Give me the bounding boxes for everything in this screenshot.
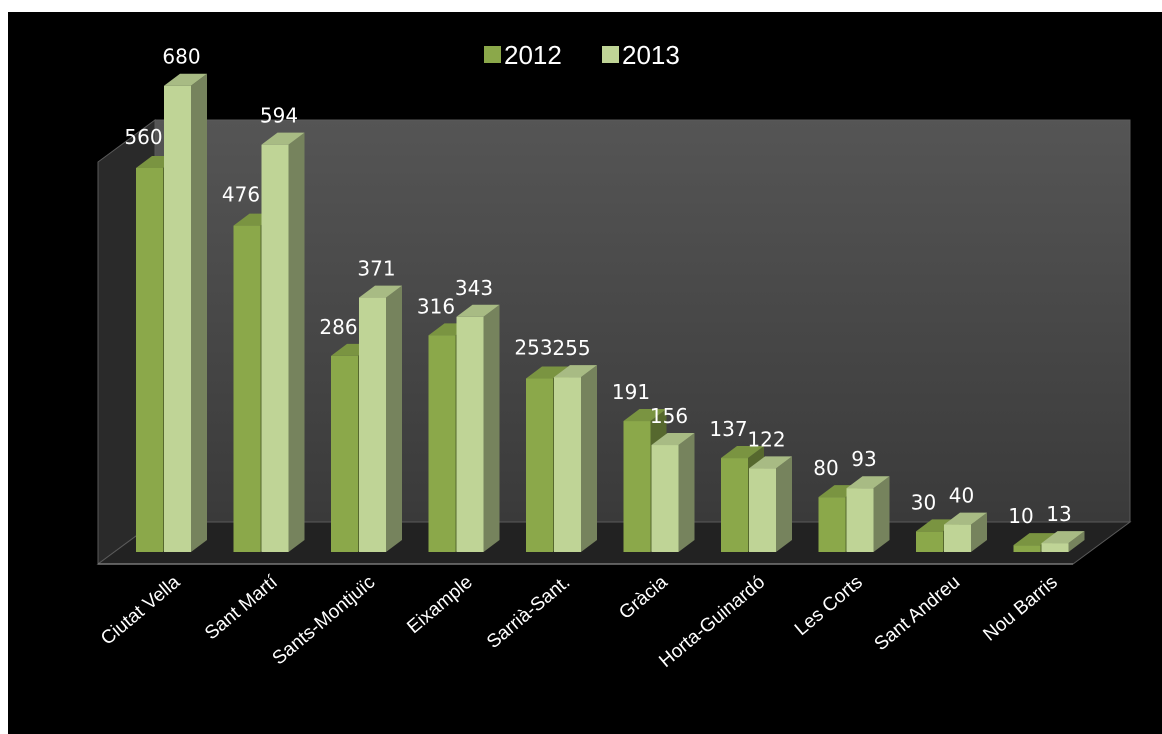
legend: 2012 2013 [484,40,680,70]
bar-front-horta-guinardo-2013 [749,468,776,552]
legend-swatch-2013 [602,46,619,63]
bar-top-sant-andreu-2013 [944,512,987,525]
legend-item-2012: 2012 [484,40,562,70]
bar-front-sant-marti-2013 [261,144,289,552]
value-label-sants-montjuic-2013: 371 [357,257,395,281]
category-label-nou-barris: Nou Barris [979,572,1061,646]
bar-top-sarria-sant-2012 [526,366,569,379]
value-label-eixample-2013: 343 [455,276,493,300]
value-label-gracia-2013: 156 [650,404,688,428]
bar-front-ciutat-vella-2013 [164,85,191,552]
bar-front-gracia-2013 [651,445,679,552]
bar-top-horta-guinardo-2013 [749,456,792,469]
bar-front-nou-barris-2013 [1041,543,1069,552]
value-label-sant-marti-2013: 594 [260,104,298,128]
bar-side-sant-andreu-2013 [971,512,987,552]
bar-top-nou-barris-2012 [1013,533,1057,546]
category-label-sant-andreu: Sant Andreu [871,572,965,655]
bar-front-sant-marti-2012 [233,225,261,552]
bar-side-sant-marti-2013 [288,132,305,552]
bar-sant-marti-2013 [261,132,305,552]
chart-frame: 2012 2013 560 680 476 594 286 371 316 343 253 255… [8,12,1162,734]
bar-sants-montjuic-2013 [359,285,402,552]
bar-side-gracia-2013 [678,433,695,552]
bar-top-gracia-2013 [651,433,695,446]
bar-top-horta-guinardo-2012 [721,446,764,459]
bar-horta-guinardo-2013 [749,456,792,552]
value-label-ciutat-vella-2012: 560 [124,125,162,149]
bar-side-eixample-2013 [483,304,500,552]
bar-sant-andreu-2013 [944,512,987,552]
bar-front-nou-barris-2012 [1013,545,1041,552]
value-label-les-corts-2012: 80 [813,456,838,480]
category-label-ciutat-vella: Ciutat Vella [97,571,184,649]
bar-front-sant-andreu-2012 [916,531,943,552]
bar-front-ciutat-vella-2012 [136,168,163,552]
bar-front-sant-andreu-2013 [944,524,971,552]
bar-top-sant-marti-2013 [261,132,305,145]
value-label-sant-andreu-2013: 40 [949,484,974,508]
value-label-nou-barris-2013: 13 [1046,502,1071,526]
legend-item-2013: 2013 [602,40,680,70]
category-label-horta-guinardo: Horta-Guinardó [655,572,769,672]
bar-top-nou-barris-2013 [1041,531,1085,544]
category-label-eixample: Eixample [403,572,476,638]
value-label-nou-barris-2012: 10 [1008,504,1033,528]
bar-front-eixample-2013 [456,316,484,552]
value-label-sants-montjuic-2012: 286 [319,315,357,339]
value-label-sant-andreu-2012: 30 [911,490,936,514]
value-label-horta-guinardo-2012: 137 [709,417,747,441]
bar-side-sants-montjuic-2013 [386,285,402,552]
bar-front-sants-montjuic-2012 [331,355,358,552]
bar-front-sarria-sant-2012 [526,378,553,552]
category-label-sant-marti: Sant Martí [201,571,282,644]
bar-eixample-2013 [456,304,500,552]
bar-side-nou-barris-2013 [1068,531,1085,552]
bar-top-les-corts-2013 [846,476,890,489]
category-label-sarria-sant: Sarrià-Sant. [483,572,574,653]
bar-top-gracia-2012 [623,409,667,422]
legend-label-2013: 2013 [622,40,680,70]
bar-gracia-2013 [651,433,695,552]
bar-front-les-corts-2013 [846,488,874,552]
value-label-les-corts-2013: 93 [851,447,876,471]
bar-side-sarria-sant-2013 [581,365,597,552]
bar-top-ciutat-vella-2013 [164,73,207,86]
bar-nou-barris-2013 [1041,531,1085,552]
value-label-gracia-2012: 191 [612,380,650,404]
value-label-sarria-sant-2013: 255 [552,336,590,360]
legend-swatch-2012 [484,46,501,63]
bar-front-les-corts-2012 [818,497,846,552]
bar-sarria-sant-2013 [554,365,597,552]
bar-les-corts-2013 [846,476,890,552]
category-label-les-corts: Les Corts [791,572,867,640]
bar-front-eixample-2012 [428,335,456,552]
category-label-sants-montjuic: Sants-Montjuïc [269,572,380,670]
value-label-sarria-sant-2012: 253 [514,336,552,360]
bar-front-sants-montjuic-2013 [359,297,386,552]
bar-front-sarria-sant-2013 [554,377,581,552]
bar-top-sants-montjuic-2013 [359,285,402,298]
value-label-sant-marti-2012: 476 [222,183,260,207]
bar-ciutat-vella-2013 [164,73,207,552]
value-label-ciutat-vella-2013: 680 [162,45,200,69]
bar-side-horta-guinardo-2013 [776,456,792,552]
legend-label-2012: 2012 [504,40,562,70]
bar-front-gracia-2012 [623,421,651,552]
bar-top-sarria-sant-2013 [554,365,597,378]
bar-front-horta-guinardo-2012 [721,458,748,552]
bar-side-ciutat-vella-2013 [191,73,207,552]
bars [136,73,1085,552]
category-label-gracia: Gràcia [615,571,672,623]
value-label-horta-guinardo-2013: 122 [747,427,785,451]
value-label-eixample-2012: 316 [417,294,455,318]
bar-side-les-corts-2013 [873,476,890,552]
bar-top-eixample-2013 [456,304,500,317]
